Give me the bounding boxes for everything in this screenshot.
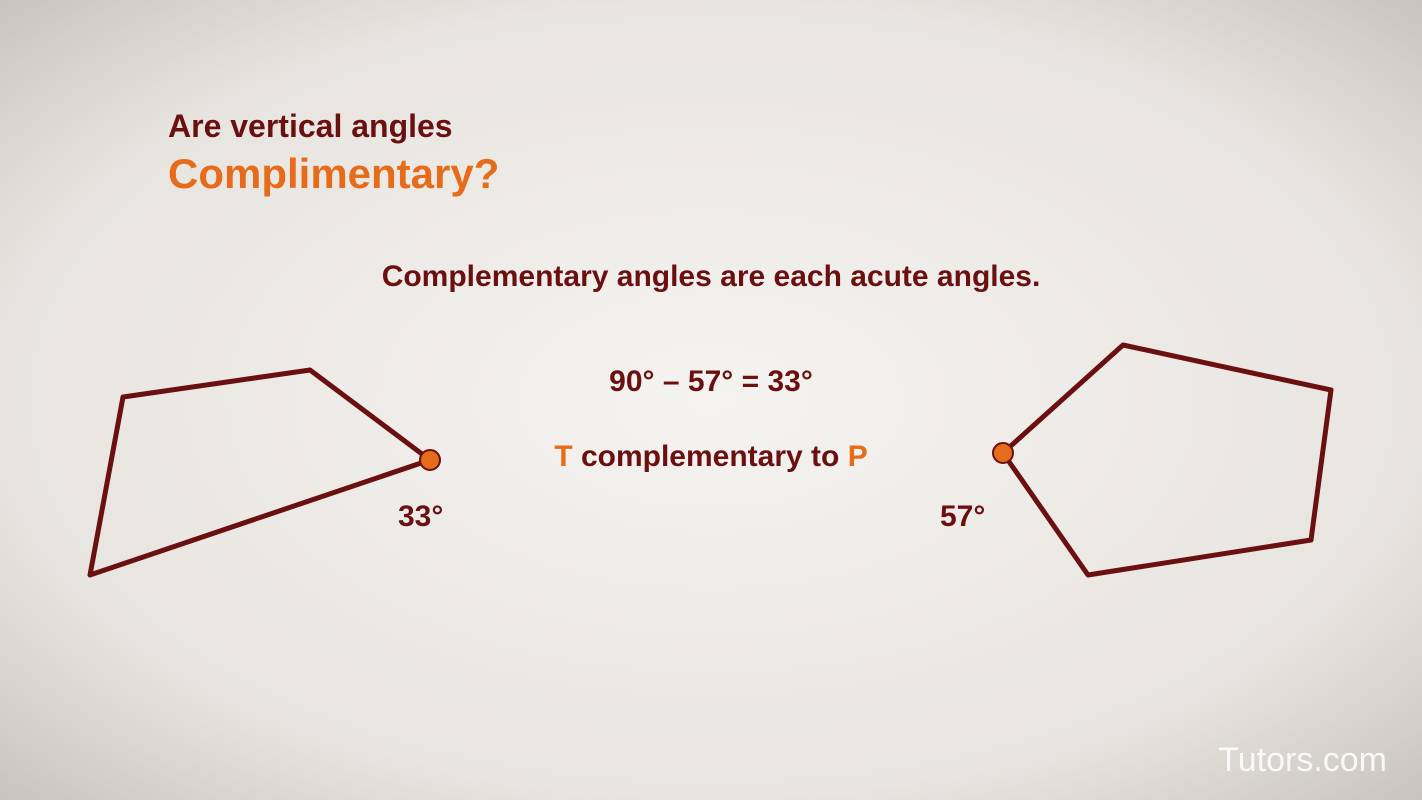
relation-text: T complementary to P [554, 440, 867, 474]
vertex-marker-t [420, 450, 440, 470]
relation-middle: complementary to [573, 440, 848, 473]
vertex-marker-p [993, 443, 1013, 463]
title-line-2: Complimentary? [168, 150, 499, 198]
pentagon-path [1003, 345, 1331, 575]
angle-p-label: 57° [940, 500, 985, 534]
quadrilateral-path [90, 370, 430, 575]
title-line-1: Are vertical angles [168, 108, 453, 145]
subtitle-text: Complementary angles are each acute angl… [382, 260, 1041, 294]
shape-left-quadrilateral [75, 365, 455, 595]
angle-t-label: 33° [398, 500, 443, 534]
shape-right-pentagon [988, 335, 1348, 595]
equation-text: 90° – 57° = 33° [609, 365, 813, 399]
letter-p: P [848, 440, 868, 473]
letter-t: T [554, 440, 572, 473]
watermark-text: Tutors.com [1218, 741, 1387, 780]
